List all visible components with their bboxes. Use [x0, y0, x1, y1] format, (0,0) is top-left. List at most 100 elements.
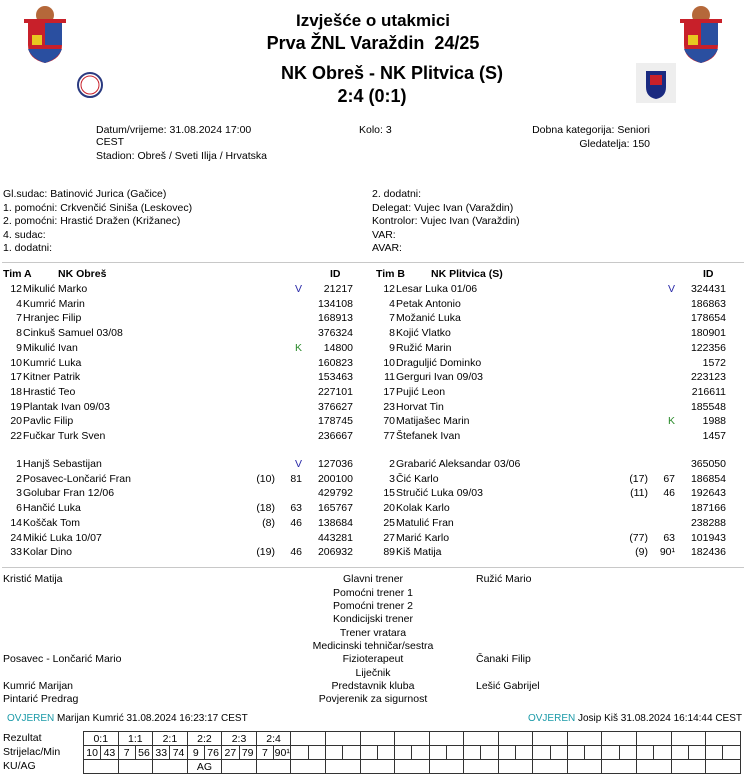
player-name: Kojić Vlatko: [396, 327, 451, 340]
captain-marker: K: [295, 341, 303, 354]
match-datetime: Datum/vrijeme: 31.08.2024 17:00: [96, 124, 252, 136]
shirt-number: 7: [16, 312, 22, 325]
shirt-number: 20: [383, 502, 395, 515]
shirt-number: 2: [389, 458, 395, 470]
away-verification: OVJEREN Josip Kiš 31.08.2024 16:14:44 CE…: [527, 713, 742, 724]
sub-minute: 63: [290, 502, 302, 515]
minute-cell: [653, 745, 672, 760]
minute-cell: 56: [134, 745, 154, 760]
shirt-number: 3: [16, 487, 22, 500]
player-name: Mikulić Marko: [23, 283, 88, 295]
staff-away: Ružić Mario: [476, 573, 532, 585]
player-name: Fučkar Turk Sven: [23, 430, 106, 442]
player-id: 180901: [690, 327, 726, 340]
player-id: 21217: [323, 283, 353, 295]
player-id: 182436: [690, 546, 726, 559]
score-cell: [463, 731, 499, 746]
kuag-cell: [221, 759, 257, 774]
player-row: 8 Cinkuš Samuel 03/08 376324: [0, 327, 373, 341]
kuag-cell: [497, 759, 534, 774]
minute-cell: [342, 745, 361, 760]
player-id: 192643: [690, 487, 726, 500]
kuag-label: KU/AG: [3, 760, 36, 772]
player-id: 324431: [690, 283, 726, 295]
player-name: Mikulić Ivan: [23, 341, 78, 354]
substituted-for: (18): [256, 502, 275, 515]
player-id: 1457: [702, 430, 726, 442]
scorer-cell: [670, 745, 689, 760]
score-cell: [670, 731, 707, 746]
away-team-logo: [636, 63, 676, 103]
player-row: 19 Plantak Ivan 09/03 376627: [0, 401, 373, 415]
kuag-cell: [152, 759, 188, 774]
staff-away: Lešić Gabrijel: [476, 680, 540, 692]
player-id: 134108: [317, 297, 353, 310]
shirt-number: 4: [16, 297, 22, 310]
score-label: Rezultat: [3, 732, 42, 744]
score-cell: [566, 731, 603, 746]
player-row: 3 Golubar Fran 12/06 429792: [0, 487, 373, 501]
shirt-number: 10: [383, 356, 395, 369]
player-row: 20 Pavlic Filip 178745: [0, 415, 373, 429]
scorer-cell: [566, 745, 586, 760]
spectators: Gledatelja: 150: [579, 138, 650, 150]
player-name: Štefanek Ivan: [396, 430, 461, 442]
kuag-cell: [532, 759, 568, 774]
scorer-cell: 7: [255, 745, 275, 760]
league-title: Prva ŽNL Varaždin 24/25: [266, 33, 480, 53]
player-name: Marić Karlo: [396, 531, 450, 544]
shirt-number: 9: [16, 341, 22, 354]
player-id: 200100: [317, 472, 353, 485]
scorer-cell: 7: [117, 745, 136, 760]
player-name: Kolak Karlo: [396, 502, 450, 515]
scorer-cell: [601, 745, 620, 760]
player-row: 1 Hanjš Sebastijan V 127036: [0, 458, 373, 472]
player-id: 1572: [702, 356, 726, 369]
shirt-number: 19: [10, 400, 22, 413]
player-row: 14 Koščak Tom (8) 46 138684: [0, 517, 373, 531]
player-name: Ružić Marin: [396, 341, 452, 354]
player-row: 33 Kolar Dino (19) 46 206932: [0, 546, 373, 560]
shirt-number: 18: [10, 385, 22, 398]
official-line: AVAR:: [372, 242, 402, 254]
scorer-cell: [705, 745, 724, 760]
shirt-number: 70: [383, 415, 395, 428]
player-id: 223123: [690, 371, 726, 384]
shirt-number: 11: [384, 371, 395, 384]
match-score: 2:4 (0:1): [337, 86, 407, 106]
score-row: 0:1 1:1 2:1 2:2 2:3 2:4: [83, 731, 741, 746]
player-name: Možanić Luka: [396, 312, 461, 325]
player-name: Kolar Dino: [23, 546, 73, 559]
score-cell: [324, 731, 361, 746]
shirt-number: 12: [10, 283, 22, 295]
shirt-number: 12: [383, 283, 395, 295]
player-name: Kumrić Luka: [23, 356, 82, 369]
score-cell: [394, 731, 430, 746]
minute-cell: [687, 745, 707, 760]
minute-cell: [376, 745, 396, 760]
player-row: 2 Posavec-Lončarić Fran (10) 81 200100: [0, 473, 373, 487]
shirt-number: 24: [10, 531, 22, 544]
sub-minute: 46: [290, 516, 302, 529]
kuag-cell: [324, 759, 361, 774]
player-row: 20 Kolak Karlo 187166: [373, 502, 746, 516]
kuag-cell: [83, 759, 119, 774]
score-cell: [636, 731, 672, 746]
staff-role: Trener vratara: [339, 627, 407, 639]
match-timezone: CEST: [96, 136, 125, 148]
official-line: 4. sudac:: [3, 228, 46, 241]
kuag-cell: [290, 759, 326, 774]
staff-role: Fizioterapeut: [342, 653, 404, 665]
shirt-number: 4: [389, 297, 395, 310]
player-id: 216611: [691, 385, 726, 398]
player-id: 165767: [317, 502, 353, 515]
sub-minute: 63: [663, 531, 675, 544]
shirt-number: 6: [16, 502, 22, 515]
player-id: 101943: [690, 531, 726, 544]
player-id: 187166: [690, 502, 726, 515]
sub-minute: 90¹: [659, 546, 675, 559]
scorer-label: Strijelac/Min: [3, 746, 61, 758]
player-row: 7 Hranjec Filip 168913: [0, 312, 373, 326]
substituted-for: (77): [629, 531, 648, 544]
player-row: 17 Pujić Leon 216611: [373, 386, 746, 400]
